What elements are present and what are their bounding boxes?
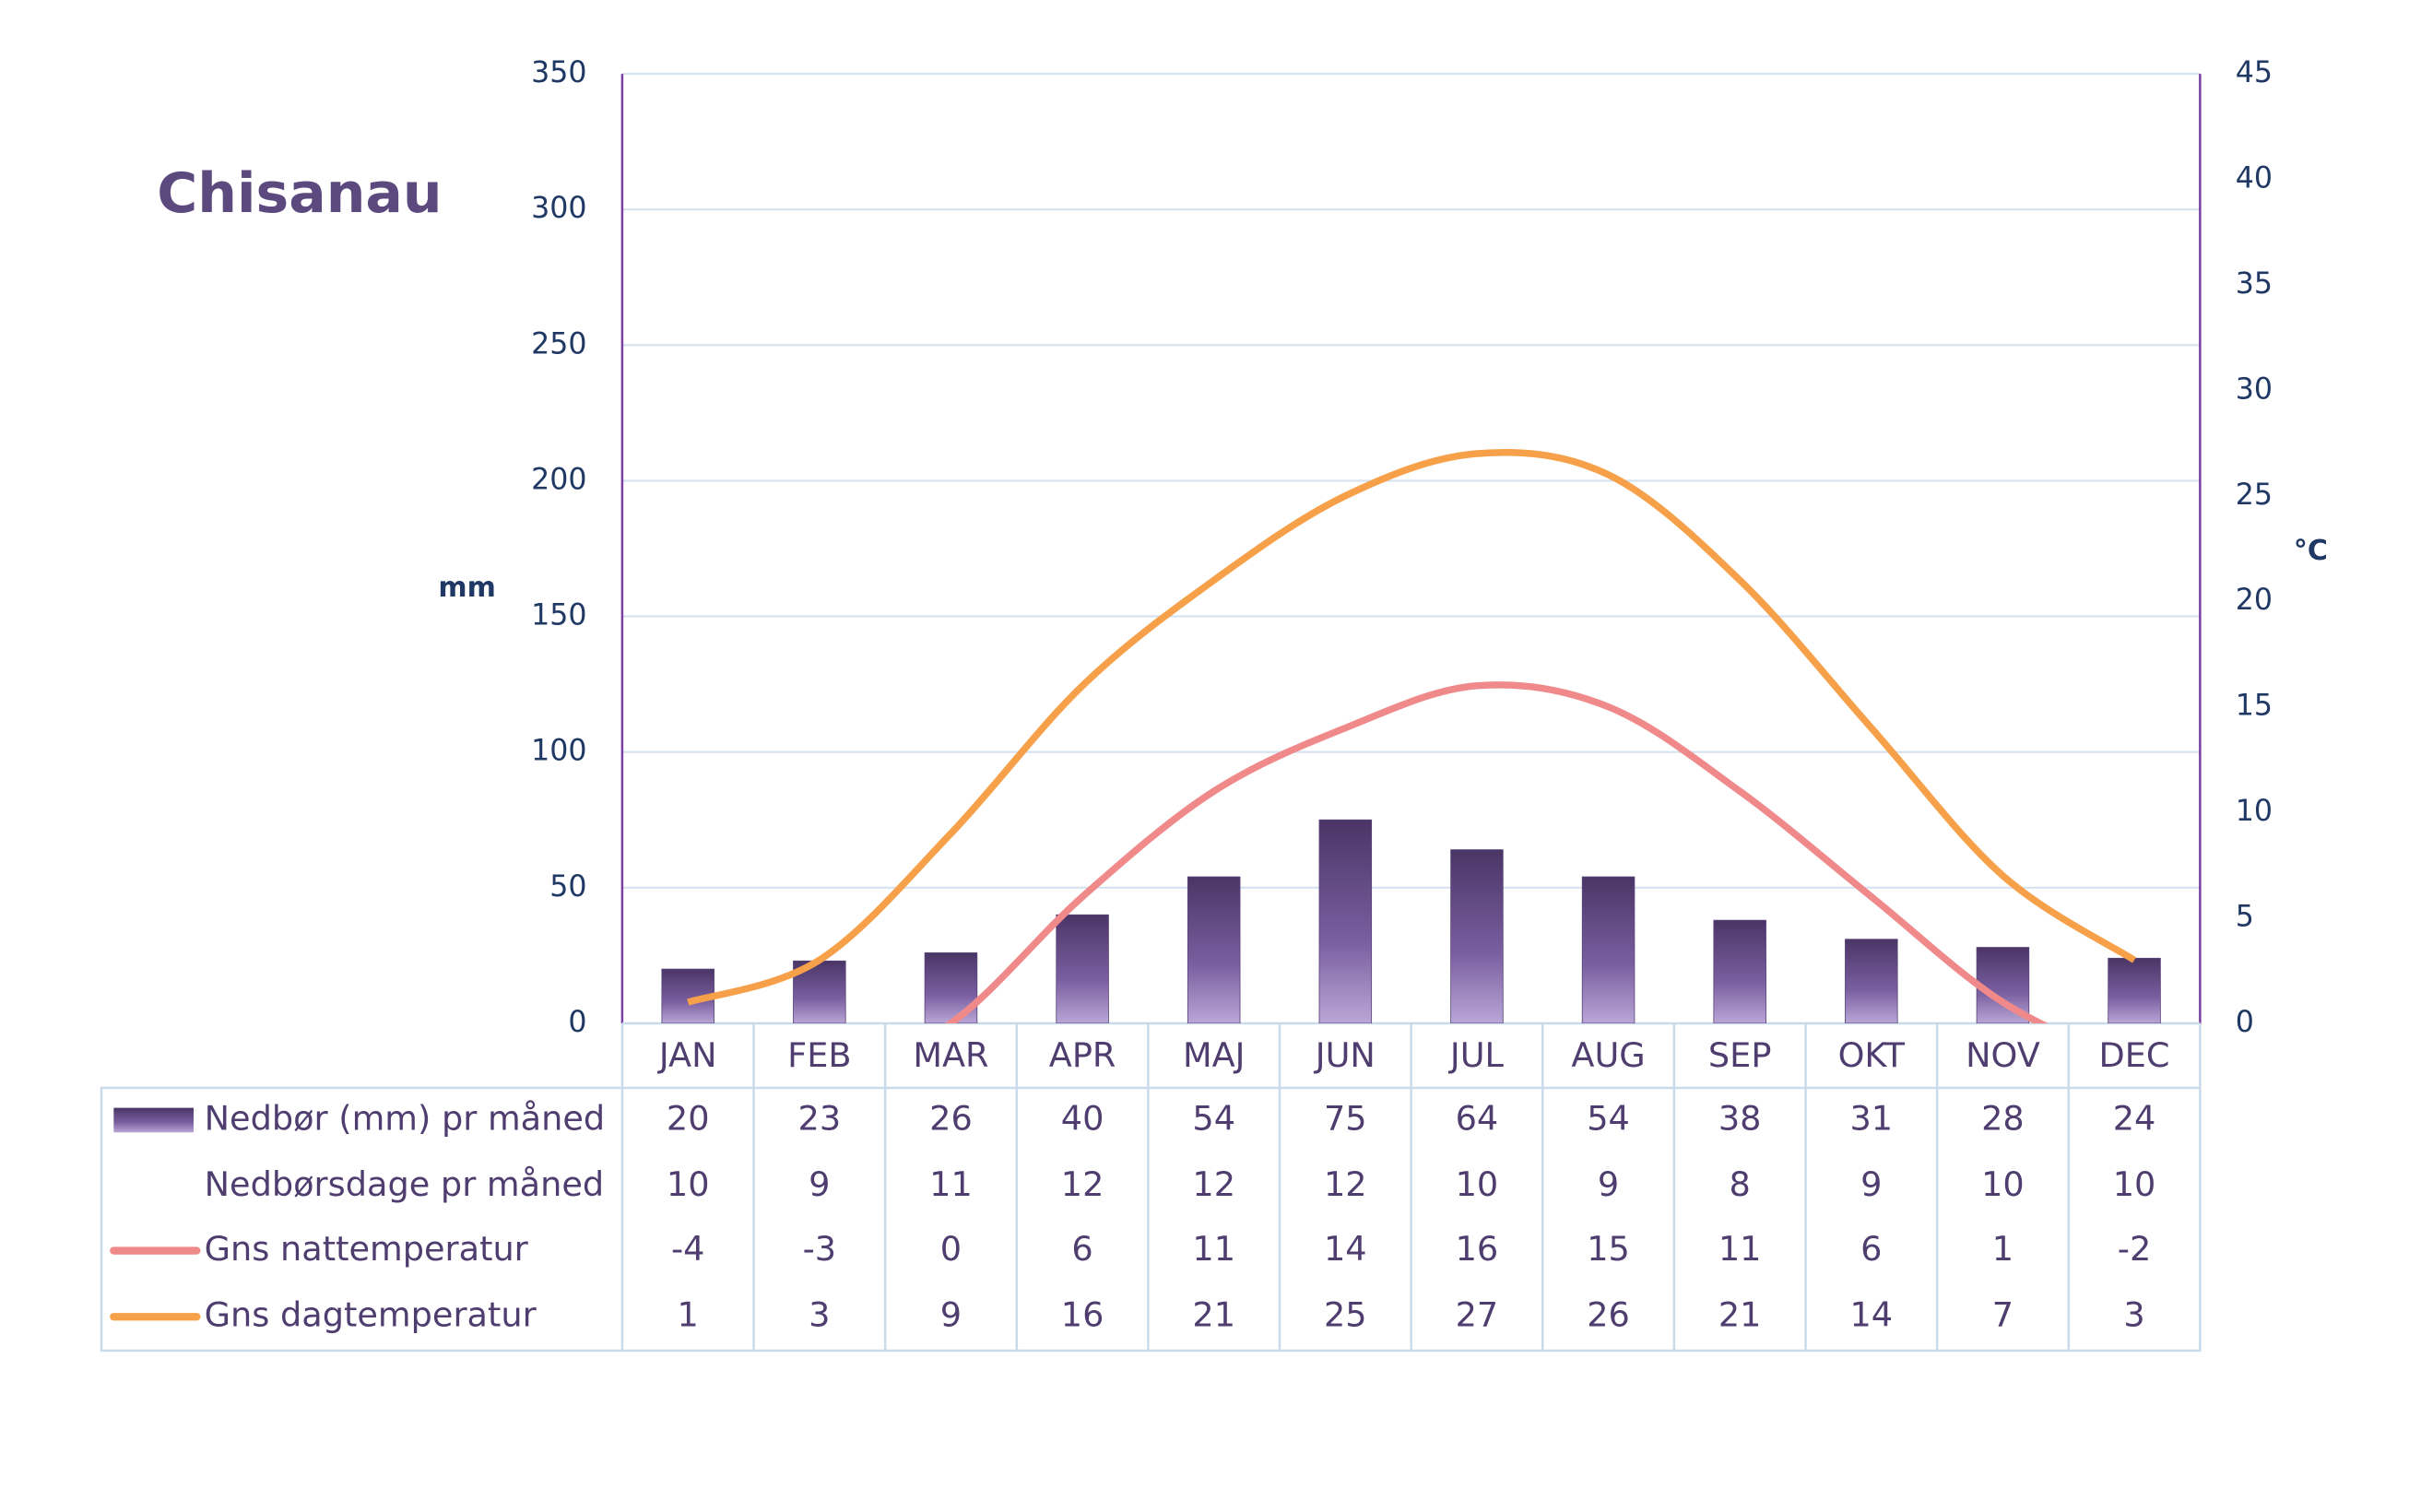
line bbox=[687, 449, 2137, 1006]
table-value: 75 bbox=[1324, 1098, 1367, 1138]
y2-tick-label: 30 bbox=[2236, 372, 2273, 406]
table-value: 14 bbox=[1324, 1229, 1367, 1269]
table-value: 16 bbox=[1061, 1295, 1104, 1335]
x-tick-label: OKT bbox=[1838, 1035, 1906, 1075]
table-value: 10 bbox=[1456, 1164, 1499, 1204]
table-value: 10 bbox=[667, 1164, 710, 1204]
y2-tick-label: 20 bbox=[2236, 584, 2273, 617]
x-tick-label: MAJ bbox=[1183, 1035, 1246, 1075]
table-value: 10 bbox=[1981, 1164, 2025, 1204]
x-tick-label: JAN bbox=[657, 1035, 717, 1075]
y2-tick-label: 15 bbox=[2236, 690, 2273, 723]
table-value: 1 bbox=[678, 1295, 699, 1335]
table-value: 14 bbox=[1849, 1295, 1893, 1335]
table-value: 7 bbox=[1992, 1295, 2013, 1335]
x-tick-label: FEB bbox=[787, 1035, 851, 1075]
y-tick-label: 100 bbox=[531, 735, 586, 768]
table-value: 8 bbox=[1730, 1164, 1751, 1204]
table-value: 64 bbox=[1456, 1098, 1499, 1138]
y-tick-label: 0 bbox=[568, 1006, 586, 1039]
y-tick-label: 250 bbox=[531, 327, 586, 360]
table-value: 24 bbox=[2113, 1098, 2156, 1138]
table-value: 31 bbox=[1849, 1098, 1893, 1138]
table-value: 15 bbox=[1587, 1229, 1630, 1269]
x-tick-label: SEP bbox=[1708, 1035, 1772, 1075]
y-tick-label: 350 bbox=[531, 56, 586, 89]
table-value: 26 bbox=[929, 1098, 973, 1138]
table-value: 21 bbox=[1192, 1295, 1235, 1335]
bar bbox=[1450, 849, 1504, 1023]
table-value: 25 bbox=[1324, 1295, 1367, 1335]
y2-tick-label: 25 bbox=[2236, 478, 2273, 512]
x-tick-label: AUG bbox=[1571, 1035, 1645, 1075]
table-value: 9 bbox=[809, 1164, 830, 1204]
table-value: 0 bbox=[940, 1229, 962, 1269]
plot-area bbox=[661, 449, 2161, 1023]
table-value: 10 bbox=[2113, 1164, 2156, 1204]
table-value: 9 bbox=[940, 1295, 962, 1335]
table-value: 23 bbox=[798, 1098, 842, 1138]
table-value: 12 bbox=[1324, 1164, 1367, 1204]
table-value: 3 bbox=[2123, 1295, 2144, 1335]
table-value: 6 bbox=[1860, 1229, 1882, 1269]
bar bbox=[1845, 939, 1898, 1023]
chart-title: Chisanau bbox=[157, 161, 442, 226]
y-tick-label: 150 bbox=[531, 599, 586, 632]
table-value: -4 bbox=[671, 1229, 705, 1269]
table-value: 40 bbox=[1061, 1098, 1104, 1138]
table-value: 3 bbox=[809, 1295, 830, 1335]
x-tick-label: JUN bbox=[1314, 1035, 1376, 1075]
x-tick-label: DEC bbox=[2099, 1035, 2170, 1075]
table-value: 11 bbox=[929, 1164, 973, 1204]
y-tick-label: 200 bbox=[531, 463, 586, 496]
y2-axis-label: °C bbox=[2294, 535, 2328, 567]
bar bbox=[1318, 819, 1373, 1023]
y-tick-label: 300 bbox=[531, 192, 586, 225]
table-value: 11 bbox=[1718, 1229, 1762, 1269]
y2-tick-label: 5 bbox=[2236, 901, 2254, 934]
y2-tick-label: 40 bbox=[2236, 162, 2273, 195]
table-value: 27 bbox=[1456, 1295, 1499, 1335]
y2-tick-label: 10 bbox=[2236, 795, 2273, 828]
table-value: 21 bbox=[1718, 1295, 1762, 1335]
x-tick-label: JUL bbox=[1448, 1035, 1505, 1075]
y2-tick-label: 35 bbox=[2236, 267, 2273, 301]
x-tick-label: APR bbox=[1049, 1035, 1116, 1075]
table-value: 20 bbox=[667, 1098, 710, 1138]
bar bbox=[1187, 876, 1241, 1023]
table-value: 26 bbox=[1587, 1295, 1630, 1335]
legend-label: Nedbørsdage pr måned bbox=[205, 1164, 605, 1204]
bar bbox=[1581, 876, 1636, 1023]
x-tick-label: MAR bbox=[913, 1035, 988, 1075]
table-value: 1 bbox=[1992, 1229, 2013, 1269]
line bbox=[944, 681, 2049, 1023]
table-value: 9 bbox=[1598, 1164, 1619, 1204]
table-value: -3 bbox=[803, 1229, 837, 1269]
table-value: 12 bbox=[1192, 1164, 1235, 1204]
table-value: 54 bbox=[1587, 1098, 1630, 1138]
y-tick-label: 50 bbox=[549, 870, 586, 904]
bar bbox=[1056, 914, 1109, 1023]
bar bbox=[2108, 957, 2161, 1023]
bar bbox=[1713, 919, 1766, 1023]
y-axis-label: mm bbox=[438, 572, 496, 604]
table-value: -2 bbox=[2118, 1229, 2152, 1269]
table-value: 38 bbox=[1718, 1098, 1762, 1138]
table-value: 6 bbox=[1071, 1229, 1092, 1269]
x-tick-label: NOV bbox=[1966, 1035, 2040, 1075]
table-value: 54 bbox=[1192, 1098, 1235, 1138]
table-value: 12 bbox=[1061, 1164, 1104, 1204]
y2-tick-label: 0 bbox=[2236, 1006, 2254, 1039]
legend-label: Nedbør (mm) pr måned bbox=[205, 1098, 606, 1138]
table-value: 11 bbox=[1192, 1229, 1235, 1269]
legend-swatch bbox=[113, 1107, 194, 1133]
table-value: 28 bbox=[1981, 1098, 2025, 1138]
table-value: 16 bbox=[1456, 1229, 1499, 1269]
y2-tick-label: 45 bbox=[2236, 56, 2273, 89]
legend-label: Gns nattemperatur bbox=[205, 1229, 529, 1269]
legend-label: Gns dagtemperatur bbox=[205, 1295, 537, 1335]
table-value: 9 bbox=[1860, 1164, 1882, 1204]
